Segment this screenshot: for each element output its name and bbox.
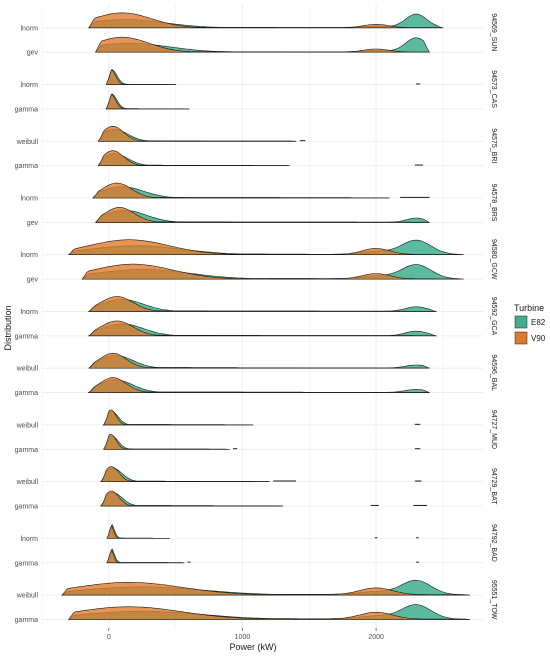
- density-v90-gev: [95, 36, 430, 53]
- density-v90-weibull: [102, 409, 254, 426]
- facet-strip-label: 94573_CAS: [490, 70, 497, 108]
- density-e82-gamma: [100, 492, 284, 507]
- density-v90-gev: [95, 207, 430, 223]
- row-label: lnorm: [20, 196, 38, 203]
- density-v90-gamma: [97, 150, 290, 167]
- row-label: gamma: [15, 163, 38, 170]
- x-axis-title: Power (kW): [230, 642, 277, 652]
- y-axis-title: Distribution: [3, 305, 13, 350]
- density-v90-gamma: [67, 606, 470, 621]
- panel: 94575_BRI weibull gamma: [15, 125, 497, 170]
- facet-strip-label: 95551_TOW: [490, 580, 497, 620]
- facet-strip-label: 94727_MUD: [490, 410, 497, 449]
- x-axis: 0 1000 2000: [107, 628, 384, 641]
- facet-strip-label: 94592_GCA: [490, 297, 497, 336]
- row-label: lnorm: [20, 25, 38, 32]
- legend-label-v90: V90: [531, 334, 546, 343]
- legend-title: Turbine: [514, 303, 544, 313]
- facet-strip-label: 94569_SUN: [490, 13, 497, 51]
- density-v90-lnorm: [105, 69, 177, 85]
- density-e82-gamma: [106, 548, 185, 564]
- panel: 94792_BAD lnorm gamma: [15, 524, 497, 567]
- density-v90-lnorm: [106, 526, 171, 539]
- panel: 94569_SUN lnorm gev: [20, 12, 497, 57]
- density-v90-weibull: [100, 466, 270, 482]
- density-v90-gamma: [106, 550, 185, 564]
- density-v90-lnorm: [68, 239, 464, 256]
- density-v90-lnorm: [92, 182, 390, 199]
- panel: 94596_BAL weibull gamma: [15, 352, 497, 397]
- panel: 94580_GCW lnorm gev: [20, 239, 497, 284]
- row-label: lnorm: [20, 252, 38, 259]
- density-v90-gamma: [100, 490, 284, 507]
- density-v90-gamma: [87, 377, 430, 393]
- row-label: weibull: [16, 422, 39, 429]
- density-e82-weibull: [102, 411, 254, 426]
- density-e82-gamma: [103, 435, 230, 450]
- density-v90-weibull: [88, 352, 430, 369]
- grid-layer: [41, 4, 483, 628]
- row-label: weibull: [16, 479, 39, 486]
- panel: 95551_TOW weibull gamma: [15, 580, 497, 624]
- row-label: weibull: [16, 139, 39, 146]
- x-tick-label: 1000: [235, 634, 251, 641]
- facet-strip-label: 94729_BAT: [490, 468, 497, 505]
- density-v90-lnorm: [88, 12, 444, 29]
- legend: Turbine E82 V90: [514, 303, 546, 345]
- row-label: gamma: [15, 106, 38, 113]
- density-v90-gev: [81, 263, 465, 280]
- facet-strip-label: 94578_BRS: [490, 184, 497, 222]
- row-label: lnorm: [20, 82, 38, 89]
- row-label: weibull: [16, 366, 39, 373]
- density-v90-gamma: [103, 433, 230, 450]
- facet-strip-label: 94792_BAD: [490, 524, 497, 562]
- density-v90-weibull: [97, 125, 297, 142]
- row-label: gamma: [15, 504, 38, 511]
- panel: 94592_GCA lnorm gamma: [15, 296, 497, 340]
- row-label: gamma: [15, 333, 38, 340]
- facet-strip-label: 94575_BRI: [490, 128, 497, 163]
- panel: 94578_BRS lnorm gev: [20, 182, 497, 227]
- panel: 94729_BAT weibull gamma: [15, 466, 497, 511]
- row-label: gamma: [15, 447, 38, 454]
- facet-strip-label: 94580_GCW: [490, 239, 497, 280]
- legend-swatch-e82: [514, 315, 528, 329]
- panels-layer: 94569_SUNlnormgev94573_CASlnormgamma9457…: [15, 12, 497, 624]
- row-label: gamma: [15, 617, 38, 624]
- density-v90-weibull: [61, 581, 470, 596]
- density-v90-lnorm: [88, 296, 437, 312]
- legend-label-e82: E82: [531, 318, 546, 327]
- legend-swatch-v90: [514, 331, 528, 345]
- density-v90-gamma: [88, 320, 437, 337]
- row-label: lnorm: [20, 536, 38, 543]
- row-label: gamma: [15, 390, 38, 397]
- x-tick-label: 2000: [368, 634, 384, 641]
- row-label: gamma: [15, 560, 38, 567]
- row-label: gev: [27, 220, 39, 227]
- x-tick-label: 0: [107, 634, 111, 641]
- row-label: gev: [27, 277, 39, 284]
- facet-strip-label: 94596_BAL: [490, 354, 497, 391]
- row-label: gev: [27, 50, 39, 57]
- row-label: weibull: [16, 593, 39, 600]
- density-v90-gamma: [105, 93, 190, 110]
- panel: 94727_MUD weibull gamma: [15, 409, 497, 454]
- row-label: lnorm: [20, 309, 38, 316]
- panel: 94573_CAS lnorm gamma: [15, 69, 497, 113]
